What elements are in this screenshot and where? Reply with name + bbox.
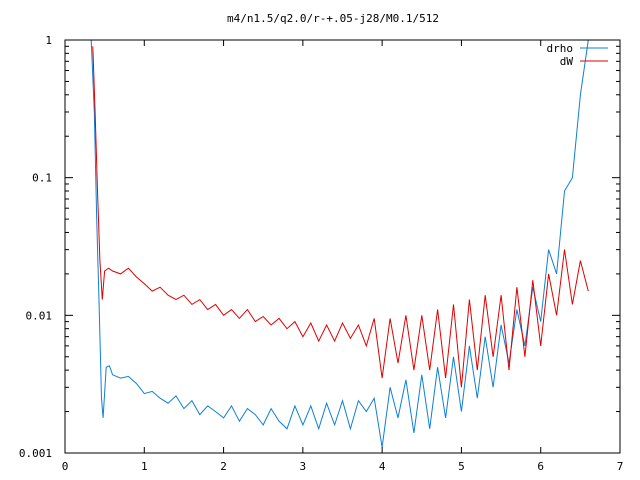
- plot-frame: [64, 39, 621, 454]
- x-tick-label: 4: [379, 460, 386, 473]
- y-tick-label: 1: [45, 34, 52, 47]
- x-tick-label: 3: [300, 460, 307, 473]
- x-tick-label: 2: [220, 460, 227, 473]
- legend-label-drho: drho: [547, 42, 574, 55]
- y-tick-label: 0.001: [19, 447, 52, 460]
- x-tick-label: 0: [62, 460, 69, 473]
- x-tick-label: 1: [141, 460, 148, 473]
- x-tick-label: 5: [458, 460, 465, 473]
- chart-title: m4/n1.5/q2.0/r-+.05-j28/M0.1/512: [227, 12, 439, 25]
- series-line-drho: [90, 40, 589, 448]
- series-layer: [90, 40, 589, 448]
- x-tick-label: 6: [537, 460, 544, 473]
- series-line-dw: [92, 46, 589, 388]
- legend-label-dw: dW: [560, 55, 574, 68]
- y-tick-label: 0.1: [32, 172, 52, 185]
- tick-layer: 0 1 2 3 4 5 6 7 0.001 0.01 0.1 1: [19, 34, 623, 473]
- y-tick-label: 0.01: [26, 309, 53, 322]
- x-tick-label: 7: [617, 460, 624, 473]
